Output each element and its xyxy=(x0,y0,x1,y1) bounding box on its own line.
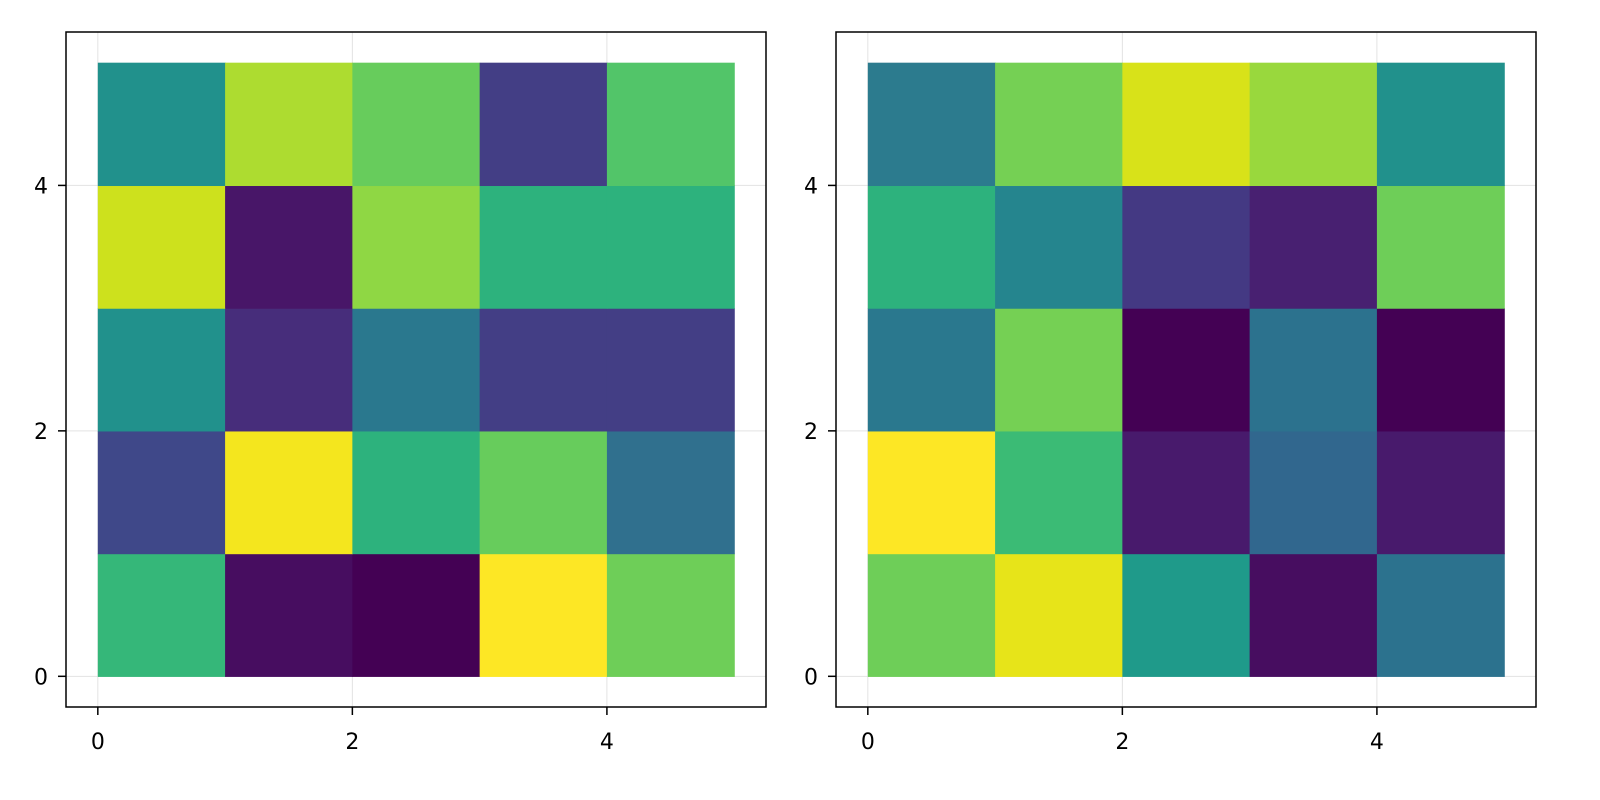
heatmap-panel-right: 0 2 4 0 2 4 xyxy=(804,31,1537,755)
heatmap-cell xyxy=(606,62,735,187)
heatmap-cell xyxy=(225,185,353,309)
heatmap-cell xyxy=(1122,62,1251,187)
heatmap-cell xyxy=(867,430,996,555)
heatmap-cell xyxy=(352,62,481,187)
x-tick-label: 2 xyxy=(1115,730,1129,755)
heatmap-cell xyxy=(867,553,996,677)
x-tick-label: 2 xyxy=(345,730,359,755)
heatmap-cell xyxy=(1249,430,1378,555)
heatmap-cell xyxy=(225,62,353,187)
heatmap-cell xyxy=(97,430,226,555)
heatmap-cell xyxy=(97,62,226,187)
heatmap-cell xyxy=(995,553,1123,677)
y-tick-label: 2 xyxy=(34,420,48,445)
y-tick-label: 0 xyxy=(804,665,818,690)
heatmap-cell xyxy=(995,62,1123,187)
heatmap-cell xyxy=(97,185,226,309)
heatmap-cell xyxy=(995,430,1123,555)
heatmap-cell xyxy=(1249,308,1378,432)
axes-frame xyxy=(835,31,1537,708)
heatmap-cell xyxy=(1249,62,1378,187)
heatmap-cell xyxy=(479,308,608,432)
heatmap-cell xyxy=(1249,553,1378,677)
heatmap-cell xyxy=(1376,62,1505,187)
x-tick-label: 4 xyxy=(1370,730,1384,755)
heatmap-cell xyxy=(225,308,353,432)
heatmap-cell xyxy=(225,553,353,677)
heatmap-cell xyxy=(1376,185,1505,309)
heatmap-cell xyxy=(479,185,608,309)
heatmap-cell xyxy=(606,308,735,432)
heatmap-cell xyxy=(1122,308,1251,432)
heatmap-cell xyxy=(867,62,996,187)
heatmap-cell xyxy=(1122,185,1251,309)
heatmap-cell xyxy=(1376,553,1505,677)
heatmap-cell xyxy=(867,308,996,432)
heatmap-cell xyxy=(1122,430,1251,555)
heatmap-cell xyxy=(352,430,481,555)
x-tick-label: 4 xyxy=(600,730,614,755)
heatmap-cell xyxy=(867,185,996,309)
y-tick-label: 2 xyxy=(804,420,818,445)
heatmap-cell xyxy=(606,185,735,309)
heatmap-cell xyxy=(995,185,1123,309)
x-tick-label: 0 xyxy=(861,730,875,755)
heatmap-cell xyxy=(352,308,481,432)
heatmap-cell xyxy=(1122,553,1251,677)
x-tick-label: 0 xyxy=(91,730,105,755)
heatmap-cell xyxy=(97,308,226,432)
heatmap-cell xyxy=(97,553,226,677)
heatmap-cell xyxy=(1249,185,1378,309)
heatmap-cell xyxy=(1376,430,1505,555)
y-tick-label: 4 xyxy=(34,174,48,199)
heatmap-cell xyxy=(352,185,481,309)
y-tick-label: 4 xyxy=(804,174,818,199)
heatmap-cell xyxy=(1376,308,1505,432)
heatmap-cell xyxy=(225,430,353,555)
heatmap-cell xyxy=(606,553,735,677)
heatmap-panel-left: 0 2 4 0 2 4 xyxy=(34,31,767,755)
axes-frame xyxy=(65,31,767,708)
heatmap-cell xyxy=(352,553,481,677)
heatmap-cell xyxy=(479,62,608,187)
heatmap-cell xyxy=(479,430,608,555)
heatmap-cell xyxy=(606,430,735,555)
heatmap-cell xyxy=(479,553,608,677)
heatmap-cell xyxy=(995,308,1123,432)
y-tick-label: 0 xyxy=(34,665,48,690)
